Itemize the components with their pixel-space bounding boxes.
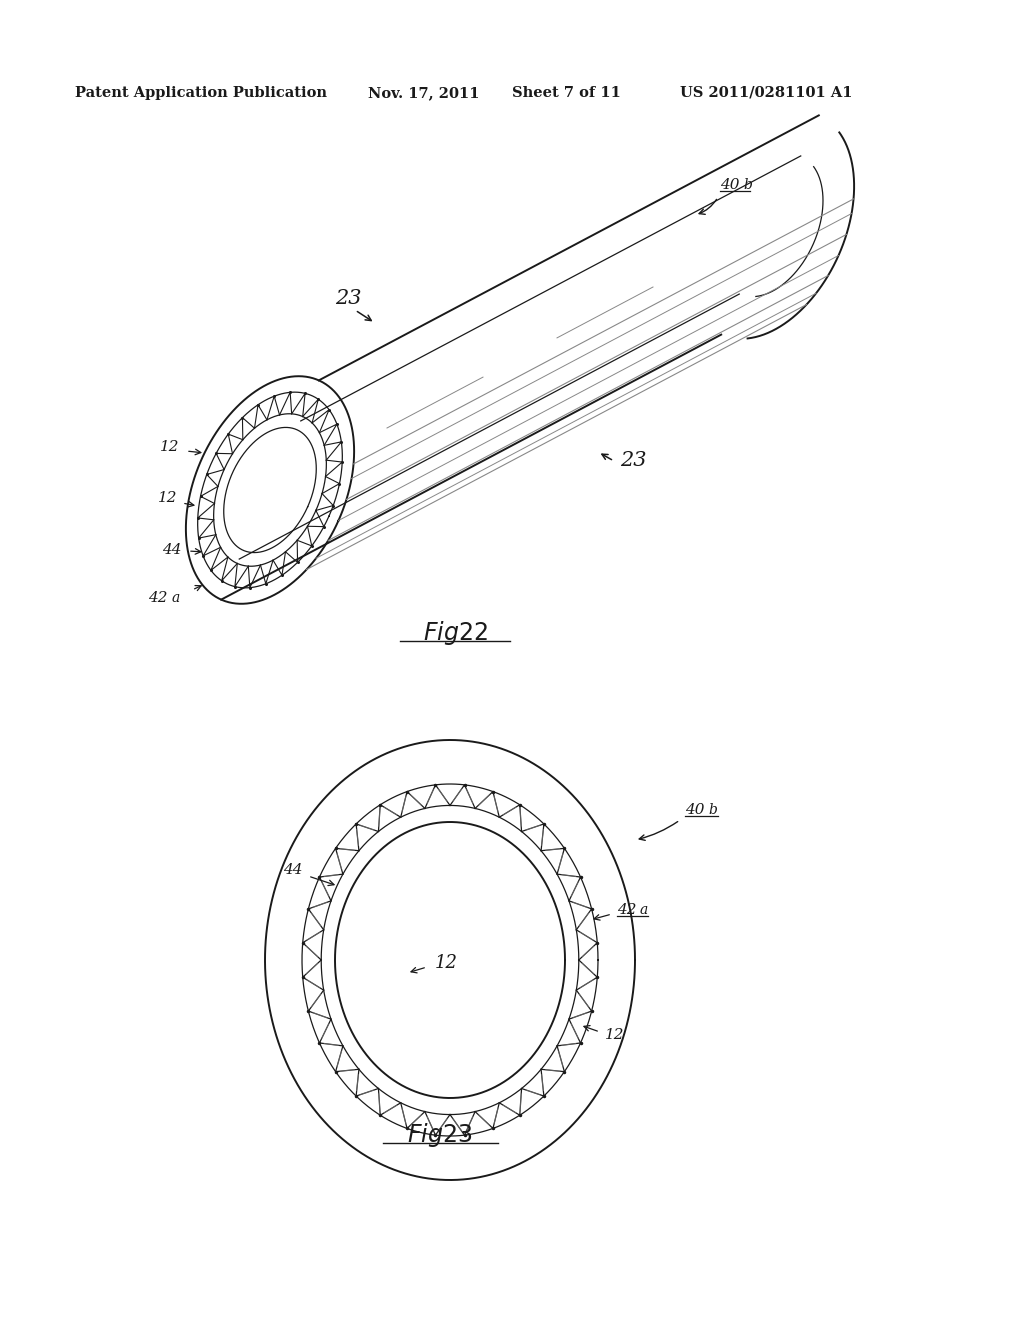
Text: 23: 23 <box>335 289 361 308</box>
Text: 12: 12 <box>158 491 177 506</box>
Text: $\mathit{Fig22}$: $\mathit{Fig22}$ <box>423 619 487 647</box>
Text: Nov. 17, 2011: Nov. 17, 2011 <box>368 86 479 100</box>
Text: a: a <box>640 903 648 917</box>
Text: $\mathit{Fig23}$: $\mathit{Fig23}$ <box>408 1121 473 1148</box>
Text: Sheet 7 of 11: Sheet 7 of 11 <box>512 86 621 100</box>
Text: Patent Application Publication: Patent Application Publication <box>75 86 327 100</box>
Text: a: a <box>172 591 180 605</box>
Text: 12: 12 <box>605 1028 625 1041</box>
Text: 12: 12 <box>160 440 179 454</box>
Text: 44: 44 <box>283 863 302 876</box>
Text: b: b <box>708 803 717 817</box>
Text: 12: 12 <box>435 954 458 972</box>
Text: 40: 40 <box>685 803 705 817</box>
Text: US 2011/0281101 A1: US 2011/0281101 A1 <box>680 86 853 100</box>
Text: 23: 23 <box>620 450 646 470</box>
Text: 44: 44 <box>162 543 181 557</box>
Text: 42: 42 <box>148 591 168 605</box>
Text: 40: 40 <box>720 178 739 191</box>
Text: b: b <box>743 178 752 191</box>
Text: 42: 42 <box>617 903 637 917</box>
